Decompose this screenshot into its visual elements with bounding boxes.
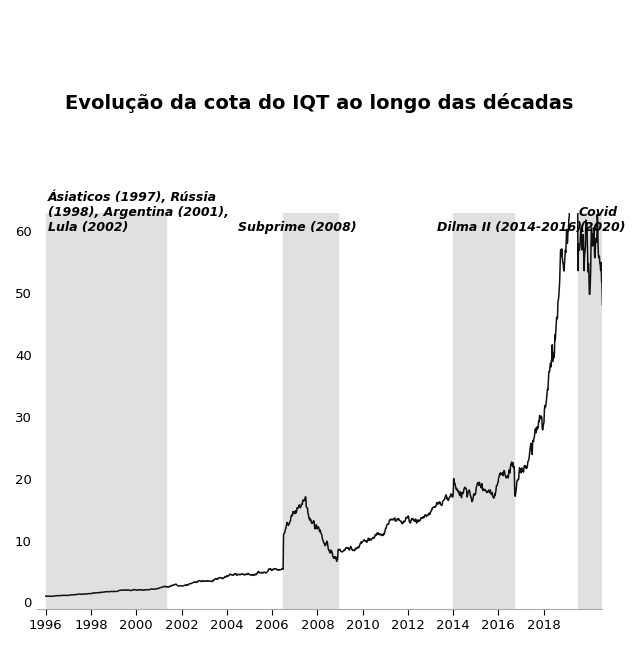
Bar [577,213,602,609]
Text: Ásiaticos (1997), Rússia
(1998), Argentina (2001),
Lula (2002): Ásiaticos (1997), Rússia (1998), Argenti… [48,191,229,234]
Text: Dilma II (2014-2016): Dilma II (2014-2016) [437,221,583,234]
Bar [453,213,514,609]
Title: Evolução da cota do IQT ao longo das décadas: Evolução da cota do IQT ao longo das déc… [66,93,574,113]
Bar [46,213,166,609]
Text: Subprime (2008): Subprime (2008) [238,221,357,234]
Text: Covid
(2020): Covid (2020) [579,206,625,234]
Bar [284,213,338,609]
